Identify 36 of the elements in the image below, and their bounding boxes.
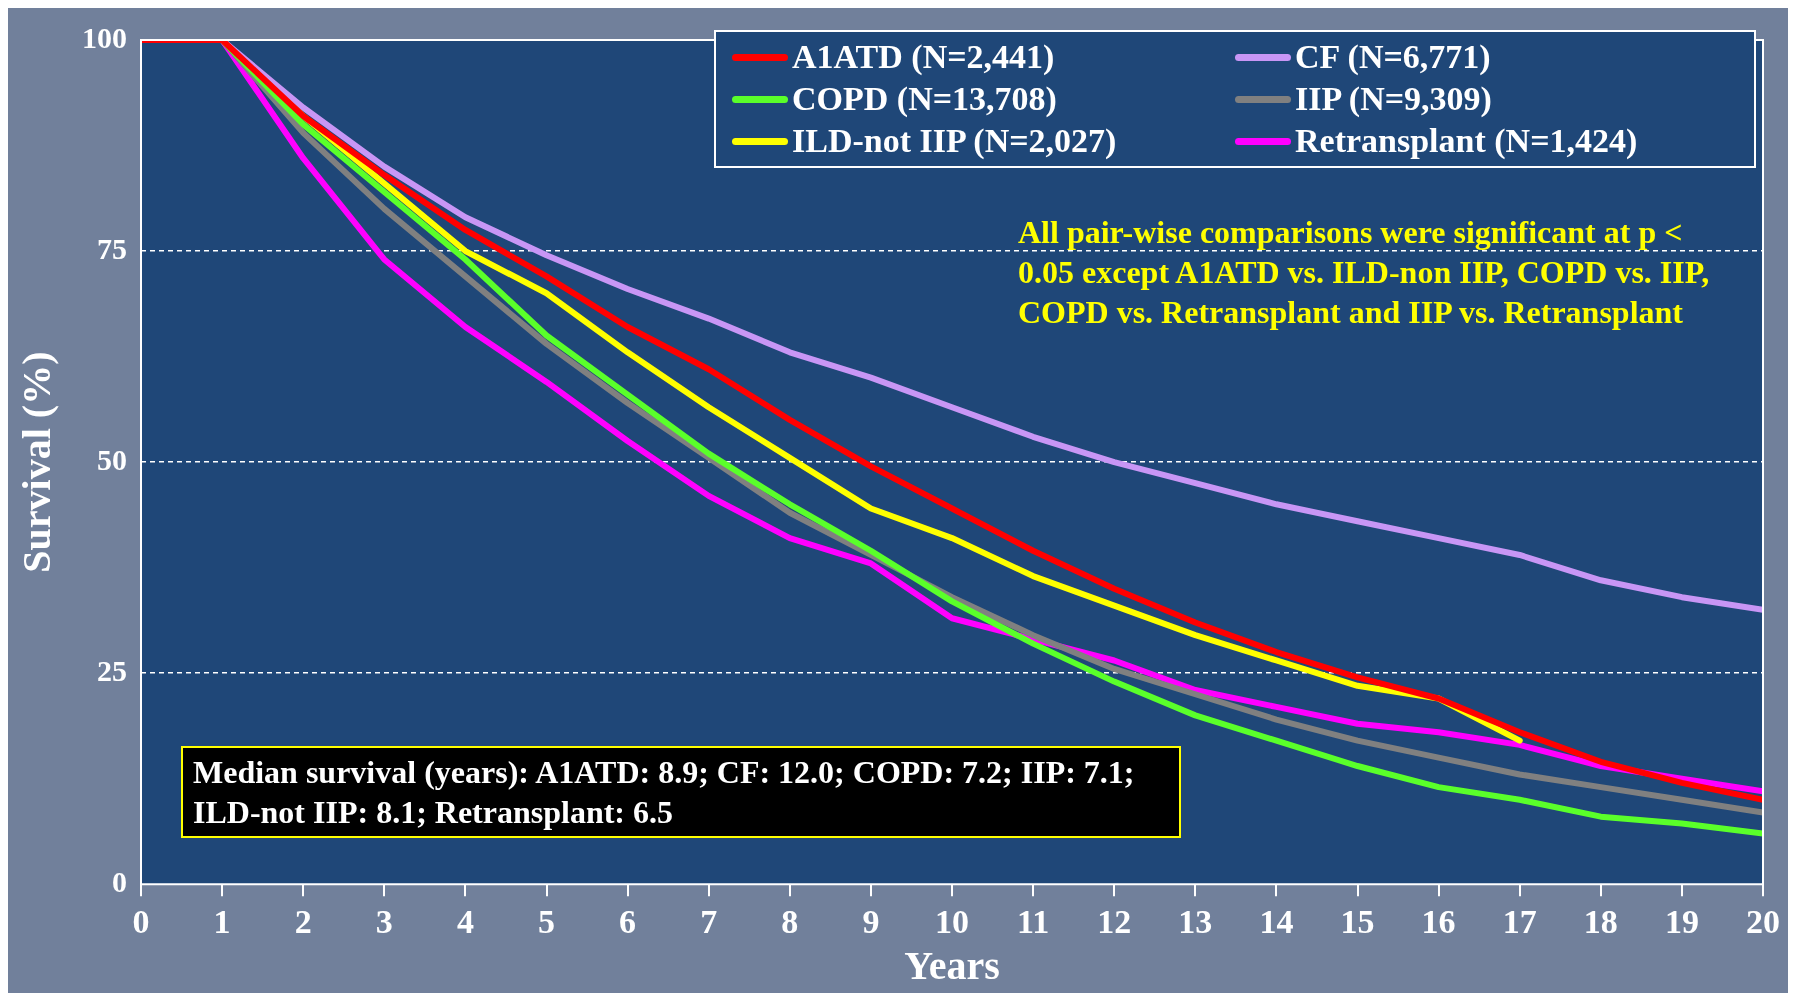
x-tick-label: 16 — [1421, 903, 1456, 941]
x-tick-label: 15 — [1340, 903, 1375, 941]
y-tick-label: 25 — [97, 653, 127, 687]
x-tick-label: 4 — [456, 903, 474, 941]
legend-label: Retransplant (N=1,424) — [1295, 122, 1638, 160]
x-tick-label: 5 — [538, 903, 555, 941]
y-tick-label: 0 — [112, 864, 127, 898]
x-tick-label: 8 — [781, 903, 799, 941]
x-tick-label: 17 — [1502, 903, 1537, 941]
y-tick-label: 100 — [82, 20, 127, 54]
x-tick-label: 11 — [1017, 903, 1050, 941]
legend-label: A1ATD (N=2,441) — [792, 38, 1055, 76]
legend-label: COPD (N=13,708) — [792, 80, 1057, 118]
legend-label: CF (N=6,771) — [1295, 38, 1491, 76]
x-tick-label: 13 — [1178, 903, 1213, 941]
y-axis-title: Survival (%) — [14, 351, 60, 573]
legend-label: IIP (N=9,309) — [1295, 80, 1492, 118]
x-tick-label: 20 — [1746, 903, 1780, 941]
x-tick-label: 12 — [1097, 903, 1132, 941]
y-tick-label: 50 — [97, 442, 127, 476]
x-tick-label: 7 — [700, 903, 718, 941]
legend-label: ILD-not IIP (N=2,027) — [792, 122, 1117, 160]
annotation: Median survival (years): A1ATD: 8.9; CF: 12.0; COPD: 7.2; IIP: 7.1; ILD-not IIP: 8.1; Retransplant: 6.5 — [181, 746, 1181, 838]
x-tick-label: 3 — [375, 903, 393, 941]
x-tick-label: 18 — [1583, 903, 1618, 941]
x-tick-label: 1 — [213, 903, 231, 941]
y-tick-label: 75 — [97, 231, 127, 265]
x-axis-title: Years — [904, 943, 1000, 989]
x-tick-label: 14 — [1259, 903, 1294, 941]
x-tick-label: 10 — [935, 903, 969, 941]
x-tick-label: 0 — [132, 903, 150, 941]
x-tick-label: 2 — [294, 903, 312, 941]
annotation: All pair-wise comparisons were significant at p < 0.05 except A1ATD vs. ILD-non IIP, COPD vs. IIP, COPD vs. Retransplant and IIP vs. Retransplant — [1018, 213, 1711, 332]
x-tick-label: 6 — [619, 903, 637, 941]
x-tick-label: 9 — [862, 903, 880, 941]
x-tick-label: 19 — [1664, 903, 1699, 941]
